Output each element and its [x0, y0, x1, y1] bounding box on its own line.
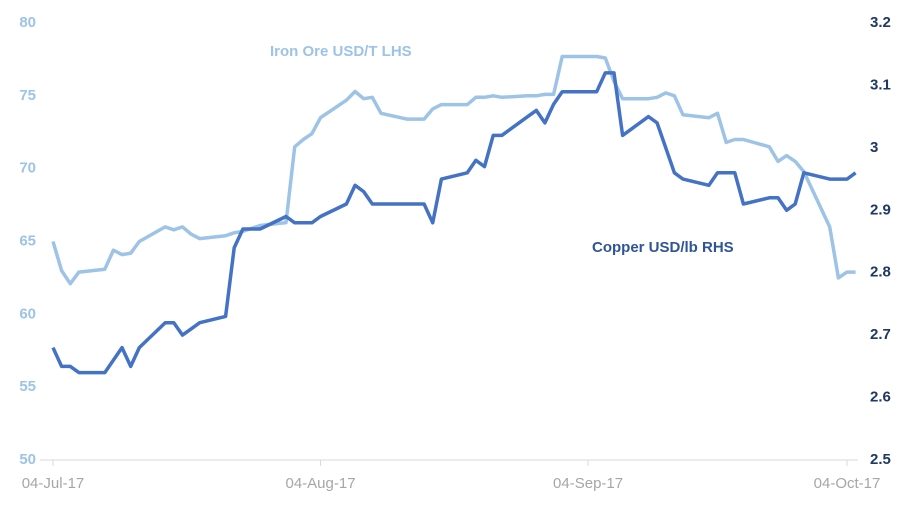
y2-tick-label: 3.1: [870, 76, 891, 93]
series-label: Copper USD/lb RHS: [592, 239, 734, 256]
y-tick-label: 50: [19, 451, 36, 468]
series-label: Iron Ore USD/T LHS: [270, 43, 412, 60]
y2-tick-label: 3.2: [870, 14, 891, 31]
y-tick-label: 75: [19, 87, 36, 104]
y-tick-label: 65: [19, 232, 36, 249]
y-tick-label: 60: [19, 305, 36, 322]
y2-tick-label: 2.6: [870, 389, 891, 406]
x-tick-label: 04-Sep-17: [553, 475, 623, 492]
y-tick-label: 70: [19, 160, 36, 177]
y2-tick-label: 3: [870, 139, 878, 156]
y2-tick-label: 2.9: [870, 201, 891, 218]
x-tick-label: 04-Jul-17: [22, 475, 85, 492]
series-line: [51, 71, 857, 375]
y-tick-label: 55: [19, 378, 36, 395]
series-line: [51, 54, 856, 286]
y-tick-label: 80: [19, 14, 36, 31]
x-tick-label: 04-Oct-17: [814, 475, 881, 492]
y2-tick-label: 2.8: [870, 264, 891, 281]
x-tick-label: 04-Aug-17: [286, 475, 356, 492]
y2-tick-label: 2.7: [870, 326, 891, 343]
y2-tick-label: 2.5: [870, 451, 891, 468]
